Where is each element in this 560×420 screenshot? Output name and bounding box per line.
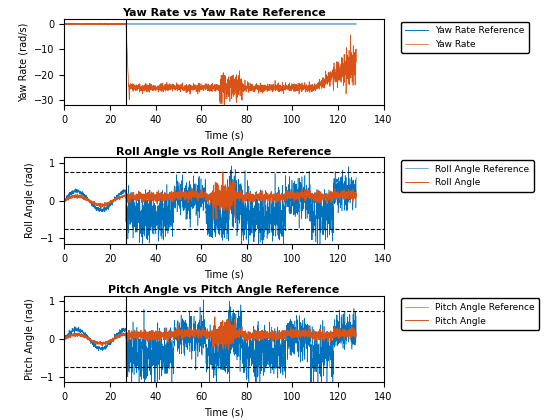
Legend: Yaw Rate Reference, Yaw Rate: Yaw Rate Reference, Yaw Rate bbox=[401, 22, 529, 53]
Roll Angle Reference bbox=[177, 182, 184, 187]
Pitch Angle bbox=[182, 332, 189, 337]
Roll Angle bbox=[353, 189, 360, 194]
Pitch Angle Reference bbox=[353, 335, 360, 340]
Roll Angle bbox=[182, 196, 189, 201]
Line: Roll Angle: Roll Angle bbox=[64, 172, 356, 220]
Yaw Rate bbox=[182, 86, 189, 91]
Pitch Angle Reference bbox=[269, 354, 276, 360]
Yaw Rate bbox=[255, 86, 262, 91]
Line: Pitch Angle: Pitch Angle bbox=[64, 317, 356, 352]
Roll Angle Reference bbox=[211, 200, 217, 205]
Pitch Angle bbox=[211, 340, 217, 345]
Yaw Rate Reference bbox=[61, 21, 68, 26]
Roll Angle bbox=[177, 192, 184, 197]
X-axis label: Time (s): Time (s) bbox=[204, 407, 244, 417]
Yaw Rate bbox=[353, 59, 360, 64]
Yaw Rate bbox=[133, 85, 139, 90]
Roll Angle bbox=[133, 192, 139, 197]
Pitch Angle bbox=[226, 314, 233, 319]
Title: Roll Angle vs Roll Angle Reference: Roll Angle vs Roll Angle Reference bbox=[116, 147, 332, 157]
Roll Angle Reference bbox=[182, 197, 189, 202]
Y-axis label: Roll Angle (rad): Roll Angle (rad) bbox=[25, 163, 35, 239]
Pitch Angle bbox=[269, 329, 276, 334]
Pitch Angle bbox=[353, 333, 360, 339]
Roll Angle Reference bbox=[269, 220, 276, 225]
Roll Angle Reference bbox=[353, 175, 360, 180]
Line: Pitch Angle Reference: Pitch Angle Reference bbox=[64, 300, 356, 396]
Line: Yaw Rate: Yaw Rate bbox=[64, 23, 356, 108]
Y-axis label: Yaw Rate (rad/s): Yaw Rate (rad/s) bbox=[18, 22, 29, 102]
Pitch Angle Reference bbox=[61, 336, 68, 341]
Roll Angle bbox=[269, 196, 276, 201]
Pitch Angle bbox=[61, 338, 68, 343]
Line: Roll Angle Reference: Roll Angle Reference bbox=[64, 166, 356, 252]
Yaw Rate bbox=[61, 21, 68, 26]
Pitch Angle Reference bbox=[255, 318, 262, 323]
Pitch Angle Reference bbox=[310, 394, 317, 399]
Title: Yaw Rate vs Yaw Rate Reference: Yaw Rate vs Yaw Rate Reference bbox=[122, 8, 326, 18]
Legend: Roll Angle Reference, Roll Angle: Roll Angle Reference, Roll Angle bbox=[401, 160, 534, 192]
Roll Angle bbox=[220, 169, 226, 174]
Pitch Angle bbox=[214, 349, 221, 354]
Roll Angle Reference bbox=[139, 249, 146, 254]
Roll Angle Reference bbox=[133, 216, 139, 221]
Roll Angle Reference bbox=[255, 220, 262, 225]
Yaw Rate Reference bbox=[182, 21, 189, 26]
Yaw Rate bbox=[211, 83, 217, 88]
Pitch Angle Reference bbox=[133, 358, 139, 363]
Y-axis label: Pitch Angle (rad): Pitch Angle (rad) bbox=[25, 298, 35, 380]
Roll Angle bbox=[255, 195, 262, 200]
Roll Angle Reference bbox=[228, 163, 235, 168]
Yaw Rate Reference bbox=[133, 21, 139, 26]
Title: Pitch Angle vs Pitch Angle Reference: Pitch Angle vs Pitch Angle Reference bbox=[109, 285, 339, 295]
X-axis label: Time (s): Time (s) bbox=[204, 131, 244, 141]
Roll Angle bbox=[211, 200, 217, 205]
Pitch Angle Reference bbox=[211, 352, 217, 357]
Legend: Pitch Angle Reference, Pitch Angle: Pitch Angle Reference, Pitch Angle bbox=[401, 299, 539, 330]
Yaw Rate bbox=[269, 86, 276, 91]
Roll Angle bbox=[61, 198, 68, 203]
Yaw Rate Reference bbox=[211, 21, 217, 26]
Yaw Rate Reference bbox=[353, 21, 360, 26]
Yaw Rate bbox=[177, 82, 184, 87]
Yaw Rate bbox=[221, 105, 227, 110]
Pitch Angle Reference bbox=[200, 297, 207, 302]
X-axis label: Time (s): Time (s) bbox=[204, 269, 244, 279]
Pitch Angle bbox=[133, 332, 139, 337]
Pitch Angle Reference bbox=[182, 318, 189, 323]
Yaw Rate Reference bbox=[269, 21, 276, 26]
Pitch Angle bbox=[255, 338, 262, 343]
Roll Angle bbox=[210, 218, 217, 223]
Yaw Rate Reference bbox=[177, 21, 184, 26]
Pitch Angle bbox=[177, 332, 184, 337]
Yaw Rate Reference bbox=[255, 21, 262, 26]
Yaw Rate bbox=[97, 21, 104, 26]
Roll Angle Reference bbox=[61, 196, 68, 201]
Pitch Angle Reference bbox=[177, 342, 184, 347]
